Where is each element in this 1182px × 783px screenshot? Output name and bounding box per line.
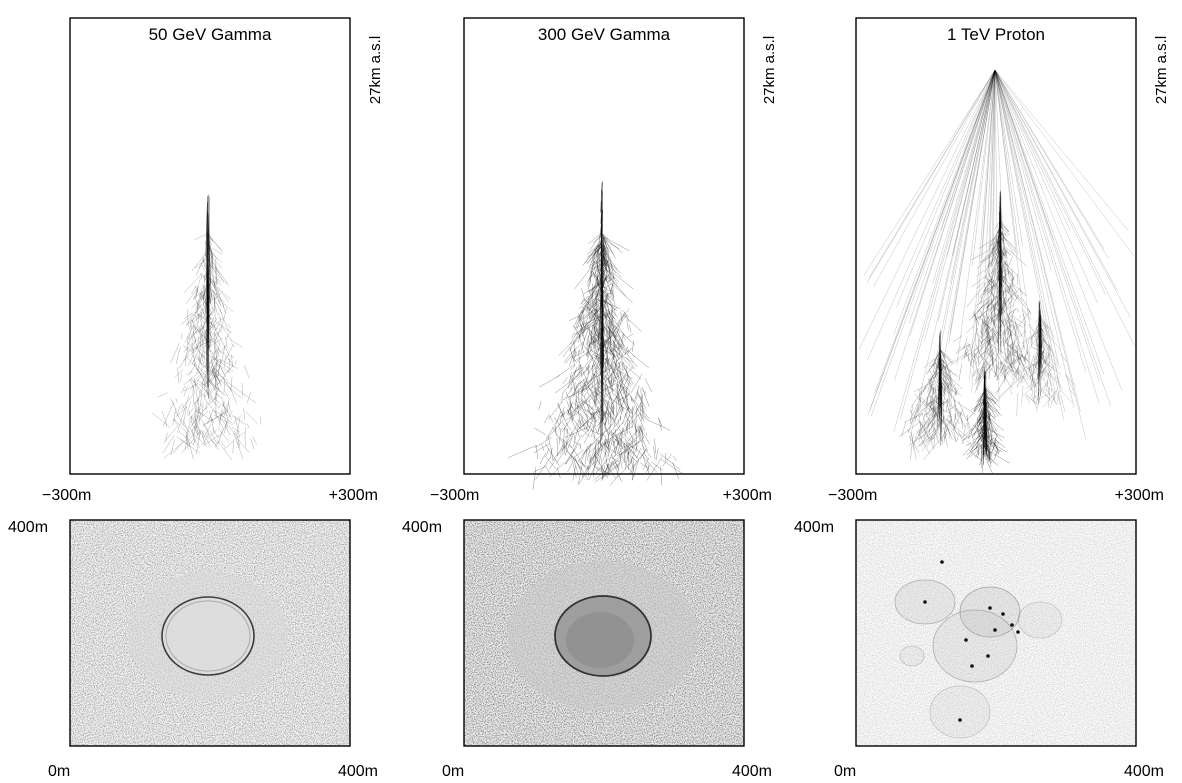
shower-panel-1: 50 GeV Gamma 27km a.s.l −300m +300m [42, 17, 384, 504]
shower-panel-3: 1 TeV Proton 27km a.s.l −300m +300m [828, 17, 1170, 504]
ground-panel-3: 400m 0m 400m [794, 519, 1164, 780]
cherenkov-ring-1 [161, 596, 255, 676]
cherenkov-ring-2 [554, 595, 652, 677]
shower-x-left-2: −300m [430, 487, 479, 504]
ground-x-right-2: 400m [732, 763, 772, 780]
proton-ground-pattern [894, 560, 1063, 739]
ground-frame-1 [69, 519, 351, 747]
shower-tracks-1 [151, 194, 262, 461]
shower-x-right-3: +300m [1115, 487, 1164, 504]
shower-frame-3 [855, 17, 1137, 475]
ground-panel-2: 400m 0m 400m [402, 519, 772, 780]
shower-title-1: 50 GeV Gamma [149, 25, 272, 44]
altitude-label-1: 27km a.s.l [367, 36, 384, 104]
ground-y-top-2: 400m [402, 519, 442, 536]
shower-panel-2: 300 GeV Gamma 27km a.s.l −300m +300m [430, 17, 778, 504]
ground-frame-3 [855, 519, 1137, 747]
ground-frame-2 [463, 519, 745, 747]
shower-x-left-1: −300m [42, 487, 91, 504]
ground-y-top-3: 400m [794, 519, 834, 536]
shower-frame-1 [69, 17, 351, 475]
shower-x-left-3: −300m [828, 487, 877, 504]
shower-title-2: 300 GeV Gamma [538, 25, 671, 44]
ground-x-right-3: 400m [1124, 763, 1164, 780]
shower-x-right-2: +300m [723, 487, 772, 504]
altitude-label-3: 27km a.s.l [1153, 36, 1170, 104]
shower-title-3: 1 TeV Proton [947, 25, 1045, 44]
shower-x-right-1: +300m [329, 487, 378, 504]
ground-x-left-2: 0m [442, 763, 464, 780]
ground-x-right-1: 400m [338, 763, 378, 780]
altitude-label-2: 27km a.s.l [761, 36, 778, 104]
shower-tracks-3 [858, 69, 1135, 474]
shower-tracks-2 [508, 181, 683, 490]
ground-x-left-1: 0m [48, 763, 70, 780]
ground-panel-1: 400m 0m 400m [8, 519, 378, 780]
ground-y-top-1: 400m [8, 519, 48, 536]
ground-x-left-3: 0m [834, 763, 856, 780]
